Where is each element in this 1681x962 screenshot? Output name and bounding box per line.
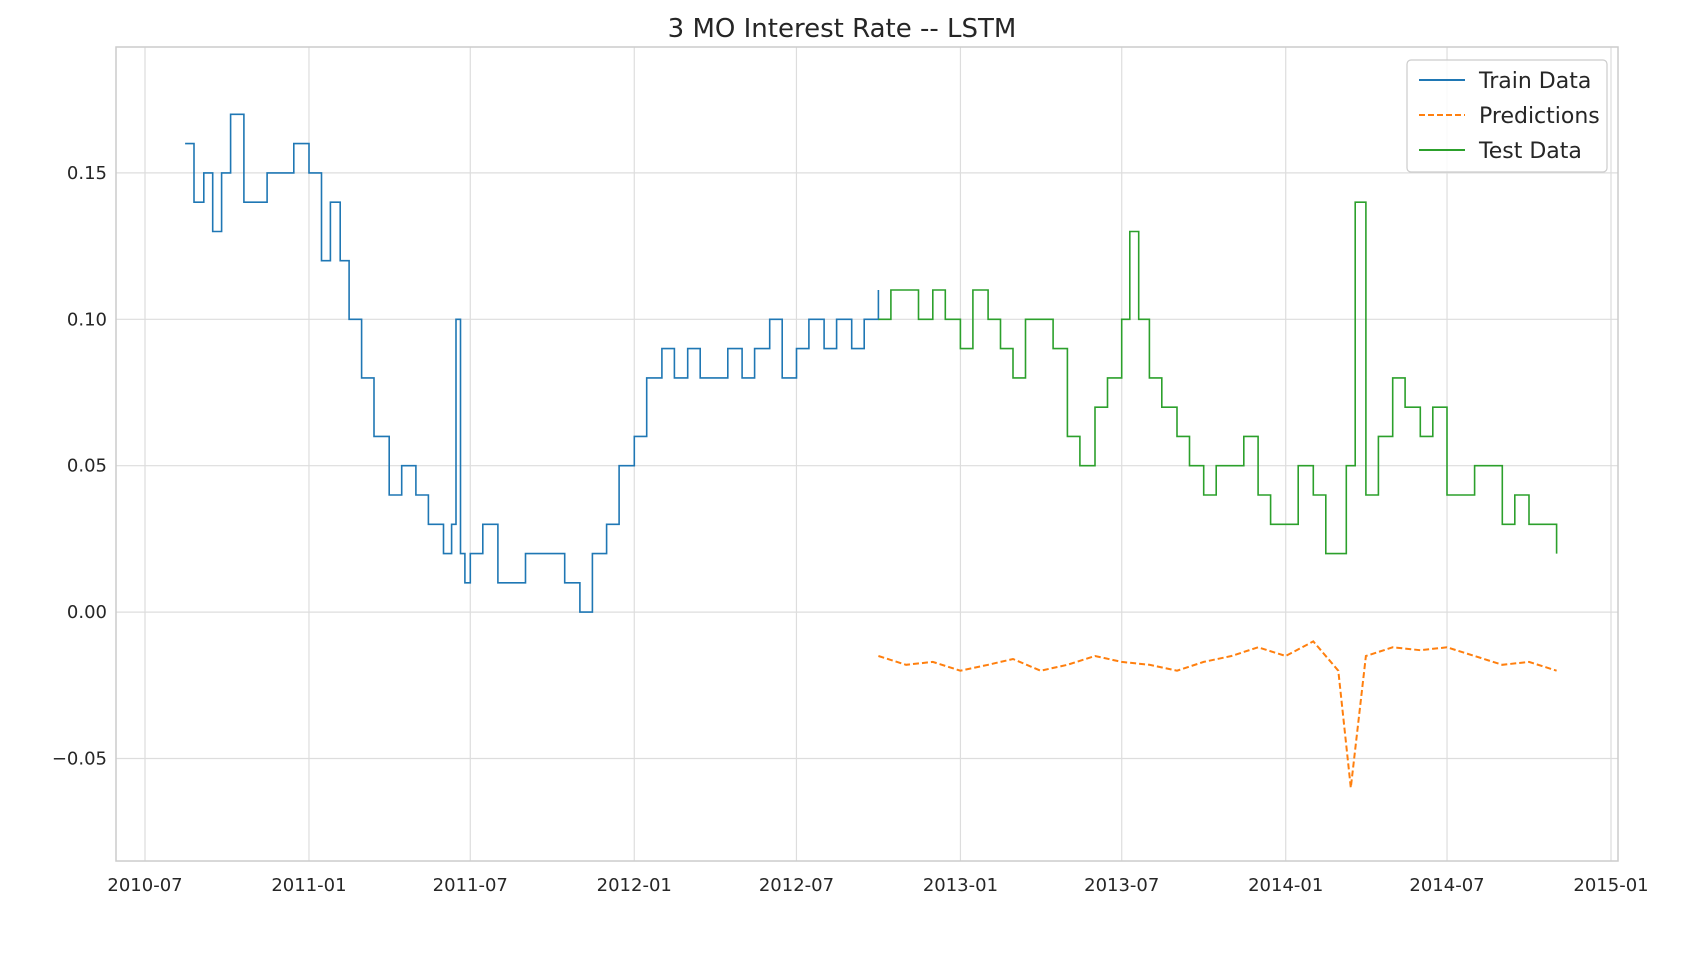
y-tick-label: 0.10 <box>67 309 107 330</box>
x-tick-label: 2013-07 <box>1084 875 1159 896</box>
grid-layer <box>116 47 1618 861</box>
plot-frame <box>115 46 1619 862</box>
series-line-test-data <box>878 201 1558 555</box>
x-tick-label: 2010-07 <box>107 875 182 896</box>
series-line-train-data <box>185 113 880 613</box>
y-tick-label: 0.15 <box>67 163 107 184</box>
x-tick-label: 2012-07 <box>759 875 834 896</box>
legend-label: Train Data <box>1478 69 1591 94</box>
tick-layer: 2010-07 2011-01 2011-07 2012-01 2012-07 2013-… <box>52 163 1649 896</box>
y-tick-label: 0.05 <box>67 456 107 477</box>
x-tick-label: 2015-01 <box>1573 875 1648 896</box>
series-layer <box>185 113 1558 788</box>
y-tick-label: −0.05 <box>52 749 107 770</box>
chart-title: 3 MO Interest Rate -- LSTM <box>668 14 1017 44</box>
legend-label: Test Data <box>1478 139 1582 164</box>
legend-label: Predictions <box>1479 104 1600 129</box>
x-tick-label: 2012-01 <box>597 875 672 896</box>
x-tick-label: 2011-07 <box>433 875 508 896</box>
legend: Train Data Predictions Test Data <box>1406 59 1608 173</box>
x-tick-label: 2011-01 <box>271 875 346 896</box>
x-tick-label: 2013-01 <box>923 875 998 896</box>
y-tick-label: 0.00 <box>67 602 107 623</box>
series-line-predictions <box>878 640 1557 788</box>
legend-box <box>1406 59 1608 173</box>
x-tick-label: 2014-07 <box>1409 875 1484 896</box>
x-tick-label: 2014-01 <box>1248 875 1323 896</box>
